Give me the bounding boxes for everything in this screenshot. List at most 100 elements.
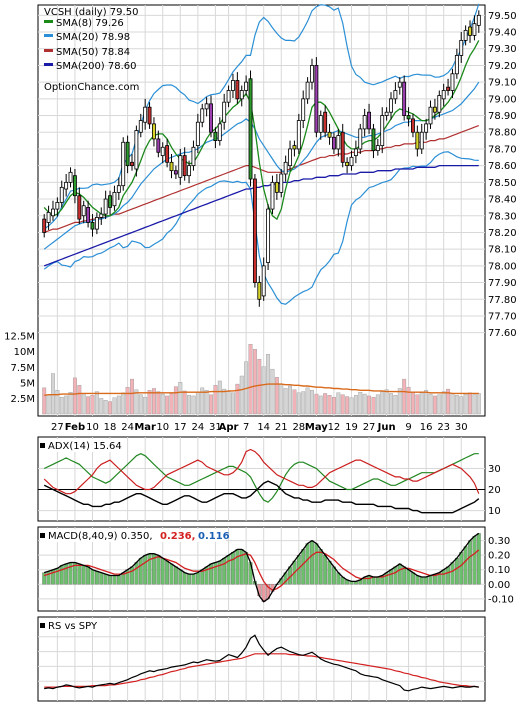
candle-body [314,65,319,133]
volume-bar [68,391,73,415]
volume-bar [393,395,398,415]
price-tick-label: 78.30 [488,211,517,222]
candle-body [235,80,240,100]
price-tick-label: 79.40 [488,28,517,39]
macd-hist-bar [99,572,104,585]
volume-bar [252,349,257,415]
macd-hist-bar [459,552,464,585]
price-panel: 79.50 79.40 79.30 79.20 79.10 79.00 78.90 78.80… [4,3,517,433]
candle-body [99,213,104,218]
macd-hist-bar [156,555,161,585]
macd-hist-bar [178,569,183,585]
macd-hist-bar [402,566,407,585]
candle-body [187,165,192,177]
volume-bar [323,393,328,415]
volume-bar [415,394,420,415]
candle-body [305,81,310,100]
candle-body [274,181,279,193]
candle-body [441,90,446,100]
candle-body [121,141,126,187]
candle-body [406,115,411,120]
x-tick-label: 24 [121,422,134,433]
adx-label-bg [40,439,118,452]
candle-body [345,161,350,167]
legend-swatch-sma200 [44,63,53,66]
adx-minus-di-line [43,448,480,495]
candle-body [116,185,121,193]
volume-bar [81,393,86,415]
macd-hist-bar [472,536,477,585]
candle-body [397,81,402,88]
volume-bar [42,387,47,415]
candle-body [301,98,306,121]
price-y-axis: 79.50 79.40 79.30 79.20 79.10 79.00 78.90 78.80… [488,11,517,339]
volume-bar [279,383,284,415]
volume-bar [165,395,170,415]
macd-hist-bar [134,562,139,585]
macd-bullet [40,533,45,538]
candle-body [156,138,161,153]
x-tick-label: 10 [156,422,169,433]
volume-bar [450,393,455,415]
macd-hist-bar [86,566,91,585]
adx-lines [43,448,480,514]
volume-average-line [44,383,479,396]
price-tick-label: 78.00 [488,261,517,272]
volume-average-line [44,383,479,396]
x-tick-label: 14 [257,422,270,433]
macd-hist-bar [108,575,112,585]
rs-average-line [44,653,479,688]
bollinger-bands [43,3,480,305]
candle-body [59,186,64,203]
macd-hist-bar [182,572,187,585]
volume-bar [72,377,77,415]
macd-hist-bar [81,565,86,585]
volume-y-axis: 12.5M 10M 7.5M 5M 2.5M [4,332,35,405]
volume-bar [86,396,91,415]
macd-hist-bar [160,557,165,585]
candle-body [209,103,213,133]
macd-hist-bar [147,553,152,585]
volume-bar [301,391,306,415]
price-tick-label: 77.90 [488,278,517,289]
candle-body [165,145,170,163]
volume-bar [410,391,415,415]
x-tick-label: 9 [405,422,411,433]
macd-hist-bar [226,555,231,585]
volume-bar [406,387,411,415]
volume-bar [336,392,341,415]
price-tick-label: 79.30 [488,44,517,55]
macd-label: MACD(8,40,9) 0.350, [48,531,153,542]
macd-panel: 0.30 0.20 0.10 0.00 -0.10 MACD(8,40,9) 0.350… [37,526,514,612]
volume-bar [187,395,192,415]
volume-bar [428,393,433,415]
candle-body [266,208,271,263]
candle-body [476,14,481,26]
macd-hist-bar [323,555,328,585]
volume-tick-label: 10M [14,347,35,358]
rs-panel: RS vs SPY [37,616,486,702]
volume-bar [51,373,55,415]
volume-bar [64,395,69,415]
volume-bar [331,396,336,415]
macd-tick-label: 0.30 [488,536,510,547]
candle-body [72,175,77,197]
volume-bar [125,387,130,415]
volume-bar [103,400,108,415]
macd-hist-bar [397,563,402,585]
macd-hist-bar [411,572,415,585]
sma20-line [43,81,480,250]
candle-body [252,178,257,283]
candle-body [178,155,183,178]
volume-bar [112,397,117,415]
x-tick-label: 21 [275,422,288,433]
legend-swatch-sma20 [44,34,53,37]
volume-bar [169,393,174,415]
candle-body [292,145,297,150]
candle-body [169,161,174,172]
macd-hist-bar [450,562,455,585]
volume-bar [327,395,332,415]
candle-body [310,65,314,83]
candle-body [77,195,82,220]
